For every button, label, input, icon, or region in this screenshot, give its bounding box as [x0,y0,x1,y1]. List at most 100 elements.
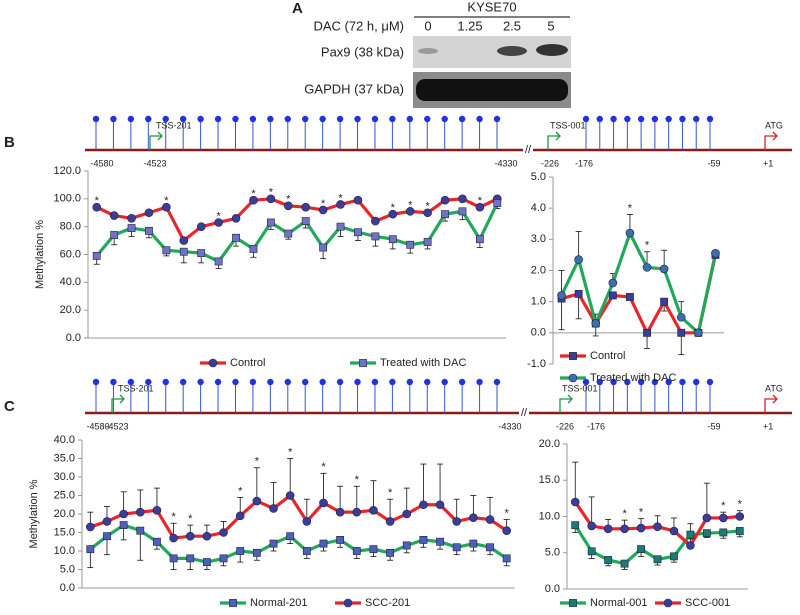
cpg-site [458,378,466,386]
data-point [643,328,651,337]
cpg-site [441,378,448,386]
significance-star: * [238,485,243,497]
cpg-site [319,115,326,123]
data-point [179,236,189,245]
data-point [286,532,295,541]
data-point [369,505,378,515]
significance-star: * [505,507,510,519]
cpg-site [302,115,309,123]
data-point [249,195,258,205]
data-point [402,541,411,550]
cpg-site [637,115,645,123]
data-point [354,228,362,237]
data-point [435,500,445,510]
data-point [735,512,745,521]
data-point [335,507,345,517]
tss-arrow [547,131,561,150]
y-axis-label: Methylation % [28,479,40,548]
legend-marker [208,358,218,368]
data-point [604,556,613,564]
data-point [302,547,311,555]
data-point [719,513,728,523]
data-point [202,531,212,541]
cpg-site [232,378,239,386]
significance-star: * [622,508,627,520]
data-point [402,509,412,519]
data-point [219,554,228,563]
data-point [711,249,720,258]
cpg-site [679,378,686,386]
y-tick-label: 15.0 [539,474,560,486]
data-point [103,532,111,541]
significance-star: * [286,194,291,206]
data-point [249,245,258,253]
data-point [92,202,102,212]
significance-star: * [391,202,396,214]
data-point [110,231,119,239]
cpg-site [693,378,700,386]
data-point [352,547,361,555]
data-point [441,210,449,219]
dose: 0 [424,18,431,33]
diagram-label: -59 [707,421,720,431]
significance-star: * [355,474,360,486]
y-tick-label: 40.0 [54,434,75,446]
data-point [502,554,511,563]
band [418,48,438,54]
legend-label: Treated with DAC [590,372,676,384]
data-point [570,497,580,507]
y-tick-label: 1.0 [531,296,546,308]
legend-marker [569,352,577,360]
significance-star: * [628,202,633,214]
cpg-site [127,378,135,386]
significance-star: * [216,210,221,222]
cpg-site [665,378,672,386]
data-point [169,533,178,543]
chart: 0.0 5.0 10.0 15.0 20.0 25.0 30.0 35.0 40.0 Methyl… [28,434,515,609]
cpg-site [651,115,659,123]
data-point [284,229,293,238]
data-point [493,199,502,207]
chart: 0.0 20.0 40.0 60.0 80.0 100.0 120.0 Methylation… [34,165,506,369]
data-point [719,528,728,537]
cpg-site [424,378,431,386]
cpg-site [493,115,501,123]
data-point [486,543,494,552]
diagram-label: +1 [763,158,773,168]
diagram-label: -4330 [498,421,521,431]
cpg-site [145,378,152,386]
cpg-site [665,115,672,123]
data-point [677,328,686,337]
y-tick-label: 0.0 [66,332,81,344]
cpg-site [637,378,645,386]
data-point [419,500,428,510]
cpg-site [582,115,590,123]
data-point [388,235,397,244]
data-point [109,211,119,220]
data-point [214,218,223,227]
data-point [169,554,178,563]
data-point [353,195,363,205]
cpg-site [249,115,257,123]
y-tick-label: 10.0 [54,545,75,557]
data-point [636,523,646,533]
cpg-site [197,378,204,386]
data-point [127,224,136,232]
data-point [153,537,161,546]
data-point [669,526,679,536]
diagram-label: -4523 [105,421,128,431]
cpg-site [406,378,414,386]
tss-arrow [149,131,163,150]
significance-star: * [338,192,343,204]
series-line [561,254,718,337]
data-point [119,521,128,529]
y-tick-label: 35.0 [54,452,75,464]
data-point [419,535,428,544]
cpg-site [179,115,187,123]
data-point [620,524,629,534]
panel-label: B [4,134,15,151]
data-point [587,547,596,556]
cpg-site [596,115,603,123]
cpg-site [354,378,361,386]
dose: 1.25 [457,18,482,33]
